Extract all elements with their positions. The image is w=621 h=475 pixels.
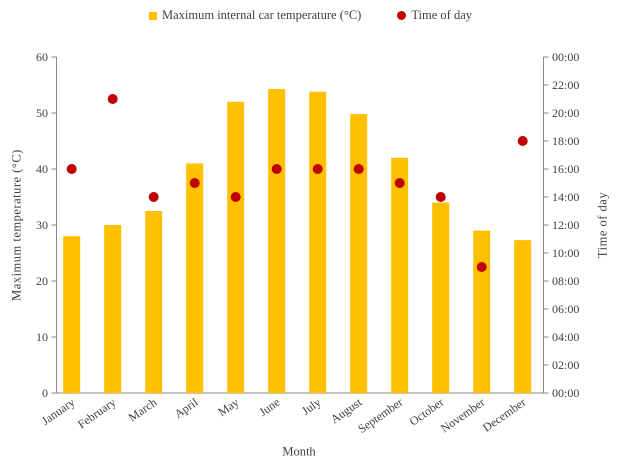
dot-october [435, 192, 446, 202]
left-axis-tick-label: 10 [36, 330, 48, 344]
legend-time-label: Time of day [411, 8, 473, 22]
legend-item-temperature: Maximum internal car temperature (°C) [148, 8, 362, 23]
left-axis-tick-label: 30 [36, 218, 48, 232]
chart-legend: Maximum internal car temperature (°C) Ti… [0, 8, 621, 23]
dot-february [107, 94, 118, 104]
x-axis-title: Month [282, 444, 316, 459]
x-tick-label-february: February [75, 395, 119, 431]
legend-temperature-label: Maximum internal car temperature (°C) [161, 8, 362, 22]
right-axis-tick-label: 20:00 [552, 106, 579, 120]
bar-september [391, 157, 409, 393]
dot-swatch-icon [397, 11, 407, 20]
right-axis-tick-label: 12:00 [552, 218, 579, 232]
dot-march [148, 192, 159, 202]
dot-january [66, 164, 77, 174]
right-axis-tick-label: 00:00 [552, 50, 579, 64]
right-axis-tick-label: 16:00 [552, 162, 579, 176]
bar-april [186, 163, 204, 393]
dot-april [189, 178, 200, 188]
bar-august [350, 114, 368, 394]
left-axis-tick-label: 60 [36, 50, 48, 64]
bar-may [227, 101, 245, 394]
bar-february [104, 225, 122, 393]
right-axis-title: Time of day [595, 191, 610, 259]
left-axis-tick-label: 40 [36, 162, 48, 176]
right-axis-tick-label: 06:00 [552, 302, 579, 316]
dot-september [394, 178, 405, 188]
right-axis-tick-label: 08:00 [552, 274, 579, 288]
right-axis-tick-label: 14:00 [552, 190, 579, 204]
dot-november [476, 262, 487, 272]
x-tick-label-september: September [355, 395, 405, 436]
right-axis-tick-label: 10:00 [552, 246, 579, 260]
bar-december [514, 240, 532, 393]
dot-december [517, 136, 528, 146]
right-axis-tick-label: 18:00 [552, 134, 579, 148]
bar-july [309, 91, 327, 393]
left-axis-tick-label: 20 [36, 274, 48, 288]
dot-june [271, 164, 282, 174]
dot-august [353, 164, 364, 174]
bar-october [432, 202, 450, 393]
bar-march [145, 211, 163, 393]
x-tick-label-december: December [480, 395, 528, 435]
dot-may [230, 192, 241, 202]
x-tick-label-march: March [126, 395, 160, 424]
right-axis-tick-label: 02:00 [552, 358, 579, 372]
right-axis-tick-label: 22:00 [552, 78, 579, 92]
x-tick-label-june: June [256, 395, 282, 419]
x-tick-label-july: July [299, 395, 323, 418]
bar-swatch-icon [148, 11, 157, 20]
bar-november [473, 230, 491, 393]
x-tick-label-may: May [215, 395, 241, 419]
x-tick-label-april: April [172, 395, 201, 421]
right-axis-tick-label: 04:00 [552, 330, 579, 344]
bar-june [268, 88, 286, 394]
bar-january [63, 236, 81, 393]
right-axis-tick-label: 00:00 [552, 386, 579, 400]
dot-july [312, 164, 323, 174]
left-axis-tick-label: 50 [36, 106, 48, 120]
left-axis-tick-label: 0 [42, 386, 48, 400]
x-tick-label-november: November [438, 395, 488, 436]
legend-item-time: Time of day [397, 8, 472, 23]
left-axis-title: Maximum temperature (°C) [9, 149, 24, 301]
